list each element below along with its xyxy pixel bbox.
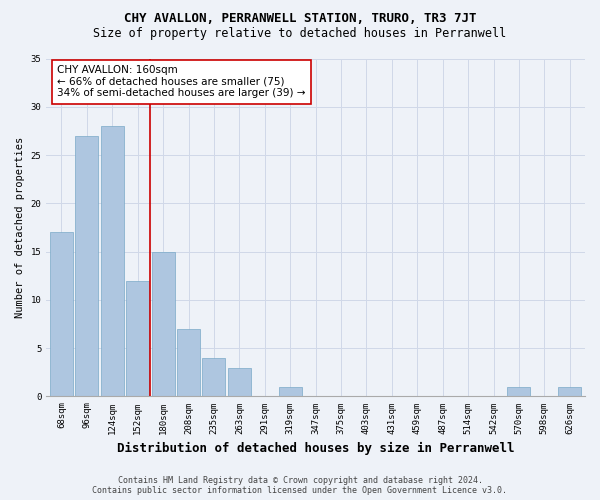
Bar bbox=[177, 329, 200, 396]
Bar bbox=[279, 387, 302, 396]
Bar bbox=[126, 280, 149, 396]
Bar bbox=[202, 358, 226, 397]
Bar bbox=[152, 252, 175, 396]
Text: CHY AVALLON: 160sqm
← 66% of detached houses are smaller (75)
34% of semi-detach: CHY AVALLON: 160sqm ← 66% of detached ho… bbox=[57, 66, 305, 98]
Y-axis label: Number of detached properties: Number of detached properties bbox=[15, 137, 25, 318]
Text: CHY AVALLON, PERRANWELL STATION, TRURO, TR3 7JT: CHY AVALLON, PERRANWELL STATION, TRURO, … bbox=[124, 12, 476, 26]
Bar bbox=[228, 368, 251, 396]
Bar bbox=[508, 387, 530, 396]
X-axis label: Distribution of detached houses by size in Perranwell: Distribution of detached houses by size … bbox=[117, 442, 514, 455]
Bar bbox=[50, 232, 73, 396]
Bar bbox=[76, 136, 98, 396]
Text: Size of property relative to detached houses in Perranwell: Size of property relative to detached ho… bbox=[94, 28, 506, 40]
Bar bbox=[559, 387, 581, 396]
Text: Contains HM Land Registry data © Crown copyright and database right 2024.
Contai: Contains HM Land Registry data © Crown c… bbox=[92, 476, 508, 495]
Bar bbox=[101, 126, 124, 396]
